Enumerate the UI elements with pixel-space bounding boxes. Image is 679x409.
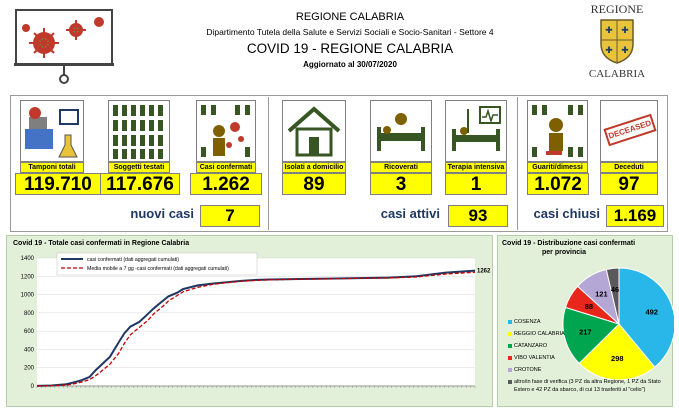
legend-item-reggio: REGGIO CALABRIA [508,331,565,337]
deceased-stamp-icon: DECEASED [603,113,657,147]
soggetti-card [108,100,170,162]
svg-text:✚: ✚ [605,45,613,55]
line-chart-svg: 0 200 400 600 800 1000 1200 1400 1262 casi confer… [21,252,491,390]
isolati-value: 89 [282,173,346,195]
shield-icon: ✚ ✚ ✚ ✚ [600,19,634,64]
region-logo: REGIONE ✚ ✚ ✚ ✚ CALABRIA [572,2,662,84]
house-icon [287,106,341,157]
stats-panel [10,95,668,232]
ricoverati-value: 3 [370,173,432,195]
casi-chiusi-label: casi chiusi [533,206,600,221]
y-tick-label: 600 [24,329,35,335]
y-tick-label: 1200 [21,274,35,280]
tamponi-card [20,100,84,162]
logo-text-top: REGIONE [590,2,644,16]
legend-label: casi confermati (dati aggregati cumulati… [87,257,179,263]
intensive-care-icon [452,106,501,151]
terapia-label: Terapia intensiva [445,162,507,173]
svg-text:✚: ✚ [621,45,629,55]
legend-item-cosenza: COSENZA [508,319,541,325]
svg-text:✚: ✚ [605,25,613,35]
ricoverati-card [370,100,432,162]
pie-slice-label: 217 [579,328,592,337]
svg-text:✚: ✚ [621,25,629,35]
people-grid-icon [113,105,163,159]
isolati-label: Isolati a domicilio [282,162,346,173]
casi-attivi-label: casi attivi [380,206,440,221]
pie-chart-title-line2: per provincia [542,249,586,256]
tamponi-value: 119.710 [15,173,101,195]
legend-item-crotone: CROTONE [508,367,541,373]
section-divider [517,97,518,230]
legend-box [56,252,258,276]
y-tick-label: 200 [24,366,35,372]
pie-slice-label: 492 [645,308,658,317]
y-tick-label: 1000 [21,293,35,299]
pie-slice-1 [578,323,656,381]
guariti-card [527,100,588,162]
page-title: COVID 19 - REGIONE CALABRIA [246,41,454,56]
deceased-stamp-text: DECEASED [607,118,653,141]
lab-test-icon [25,107,79,158]
casi-chiusi-value: 1.169 [606,205,664,227]
province-distribution-chart: Covid 19 - Distribuzione casi confermati… [497,235,674,407]
isolati-card [282,100,346,162]
y-tick-label: 400 [24,347,35,353]
guariti-label: Guariti/dimessi [527,162,588,173]
logo-text-bottom: CALABRIA [588,68,646,80]
soggetti-value: 117.676 [100,173,180,195]
pie-slice-2 [562,306,620,365]
legend-item-altro: altro/in fase di verifica (3 PZ da altra… [508,379,661,385]
terapia-card [445,100,507,162]
infected-person-icon [201,105,250,157]
end-value-label: 1262 [477,269,491,275]
y-tick-label: 1400 [21,256,35,262]
pie-slice-0 [618,267,674,368]
department-subtitle: Dipartimento Tutela della Salute e Servi… [206,27,494,37]
pie-slice-5 [605,267,620,325]
deceduti-card: DECEASED [600,100,658,162]
update-date: Aggiornato al 30/07/2020 [303,60,397,69]
deceduti-value: 97 [600,173,658,195]
cumulative-cases-chart: Covid 19 - Totale casi confermati in Reg… [6,235,493,407]
nuovi-casi-value: 7 [200,205,260,227]
legend-item-vibo: VIBO VALENTIA [508,355,555,361]
recovered-person-icon [532,105,583,157]
pie-slice-label: 298 [611,354,624,363]
region-title: REGIONE CALABRIA [295,11,405,23]
section-divider [268,97,269,230]
pie-slice-label: 88 [585,302,593,311]
nuovi-casi-label: nuovi casi [130,206,194,221]
deceduti-label: Deceduti [600,162,658,173]
confermati-value: 1.262 [190,173,262,195]
line-chart-title: Covid 19 - Totale casi confermati in Reg… [13,240,190,247]
guariti-value: 1.072 [527,173,589,195]
casi-attivi-value: 93 [448,205,508,227]
terapia-value: 1 [445,173,507,195]
tamponi-label: Tamponi totali [20,162,84,173]
legend-label: Media mobile a 7 gg -casi confermati (da… [87,266,229,272]
y-tick-label: 800 [24,311,35,317]
pie-chart-title-line1: Covid 19 - Distribuzione casi confermati [502,240,636,247]
pie-slice-label: 46 [611,285,619,294]
confermati-card [196,100,256,162]
soggetti-label: Soggetti testati [108,162,170,173]
pie-slice-label: 121 [595,290,608,299]
virus-illustration [14,8,114,84]
legend-item-altro-line2: Estero e 42 PZ da sbarco, di cui 13 tras… [514,387,646,393]
hospital-bed-icon [377,113,425,151]
legend-item-catanzaro: CATANZARO [508,343,547,349]
ricoverati-label: Ricoverati [370,162,432,173]
confermati-label: Casi confermati [196,162,256,173]
y-tick-label: 0 [31,384,35,390]
series-line-media-mobile [36,271,476,387]
